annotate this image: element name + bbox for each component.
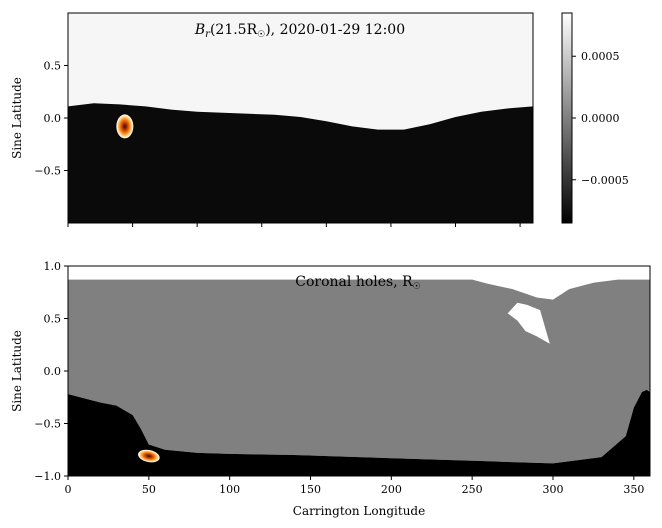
- bottom-xtick-label: 150: [300, 483, 321, 496]
- top-ytick-label: −0.5: [34, 165, 61, 178]
- colorbar-ticks: 0.0005 0.0000 −0.0005: [572, 50, 629, 187]
- bottom-yticks: 1.0 0.5 0.0 −0.5 −1.0: [34, 260, 68, 483]
- bottom-ylabel: Sine Latitude: [10, 330, 24, 412]
- bottom-xtick-label: 200: [381, 483, 402, 496]
- bottom-xtick-label: 300: [543, 483, 564, 496]
- bottom-panel: 0 50 100 150 200 250 300 350 1.00.50.0−0.5−1.0 …: [10, 260, 651, 518]
- bottom-ytick-label: 0.0: [44, 365, 62, 378]
- bottom-xtick-label: 100: [219, 483, 240, 496]
- colorbar-gradient: [561, 12, 573, 224]
- bottom-xlabel: Carrington Longitude: [293, 504, 425, 518]
- top-xticks: [67, 223, 521, 227]
- top-ytick-label: 0.0: [44, 112, 62, 125]
- bottom-north-gap: [507, 302, 550, 344]
- bottom-closed-region: [68, 279, 650, 464]
- top-ylabel: Sine Latitude: [10, 77, 24, 159]
- top-hotspot: [116, 114, 134, 139]
- bottom-ytick-label: 1.0: [44, 260, 62, 273]
- top-ytick-label: 0.5: [44, 60, 62, 73]
- top-yticks: 0.5 0.0 −0.5: [34, 60, 68, 178]
- colorbar-tick-label: −0.0005: [581, 174, 629, 187]
- colorbar: 0.0005 0.0000 −0.0005: [561, 12, 629, 224]
- colorbar-tick-label: 0.0005: [581, 50, 620, 63]
- bottom-xtick-label: 50: [142, 483, 156, 496]
- bottom-ytick-label: −0.5: [34, 418, 61, 431]
- bottom-ytick-label: −1.0: [34, 470, 61, 483]
- bottom-hotspot: [138, 449, 160, 463]
- top-negative-region: [68, 103, 533, 223]
- bottom-xtick-label: 250: [462, 483, 483, 496]
- bottom-negative-open-region: [68, 389, 650, 476]
- bottom-xtick-label: 0: [65, 483, 72, 496]
- top-panel: 0.5 0.0 −0.5 Sine Latitude Br(21.5R☉), 202…: [10, 12, 629, 227]
- top-title: Br(21.5R☉), 2020-01-29 12:00: [194, 22, 405, 40]
- bottom-xticks: 0 50 100 150 200 250 300 350: [65, 476, 644, 496]
- bottom-title: Coronal holes, R☉: [295, 274, 420, 292]
- bottom-ytick-label: 0.5: [44, 313, 62, 326]
- colorbar-tick-label: 0.0000: [581, 112, 620, 125]
- bottom-xtick-label: 350: [623, 483, 644, 496]
